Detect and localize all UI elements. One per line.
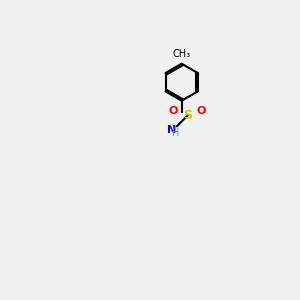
Text: H: H: [172, 128, 179, 138]
Text: CH₃: CH₃: [172, 49, 191, 59]
Text: O: O: [197, 106, 206, 116]
Text: O: O: [169, 106, 178, 116]
Text: N: N: [167, 124, 176, 135]
Text: S: S: [183, 109, 192, 122]
